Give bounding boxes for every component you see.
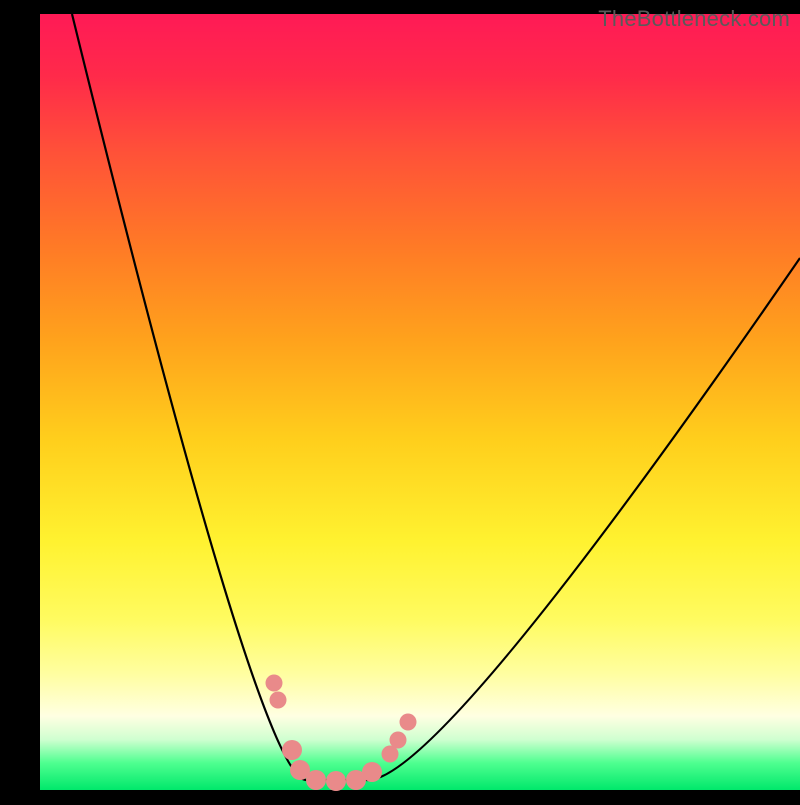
- curve-marker: [306, 770, 326, 790]
- curve-marker: [326, 771, 346, 791]
- bottleneck-chart: [0, 0, 800, 800]
- curve-marker: [266, 675, 283, 692]
- chart-gradient-bg: [40, 14, 800, 790]
- curve-marker: [400, 714, 417, 731]
- watermark-text: TheBottleneck.com: [598, 6, 790, 32]
- chart-container: [0, 0, 800, 800]
- curve-marker: [270, 692, 287, 709]
- curve-marker: [282, 740, 302, 760]
- curve-marker: [362, 762, 382, 782]
- curve-marker: [390, 732, 407, 749]
